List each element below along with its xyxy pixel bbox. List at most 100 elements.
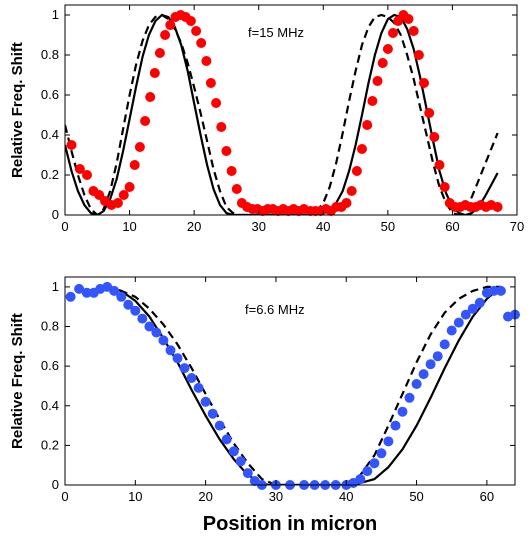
top-panel-data-point [357, 144, 367, 154]
bottom-panel-data-point [165, 345, 176, 356]
bottom-panel-data-point [200, 396, 211, 407]
top-panel-data-point [413, 50, 424, 60]
bottom-panel-data-point [214, 420, 225, 431]
top-panel-data-point [439, 182, 450, 192]
top-panel-xtick-label: 10 [122, 219, 136, 234]
bottom-panel-data-point [453, 317, 464, 328]
top-panel-data-point [226, 166, 237, 176]
top-panel-data-point [145, 92, 156, 102]
bottom-panel-data-point [137, 313, 148, 324]
top-panel-xtick-label: 30 [251, 219, 265, 234]
bottom-panel-data-point [362, 466, 373, 477]
bottom-panel-xtick-label: 0 [61, 489, 68, 504]
bottom-panel-xtick-label: 10 [128, 489, 142, 504]
bottom-panel-data-point [474, 297, 485, 308]
bottom-panel-data-point [460, 309, 471, 320]
top-panel-data-point [74, 164, 85, 174]
bottom-panel-data-point [439, 339, 450, 350]
top-panel-data-point [149, 68, 160, 78]
bottom-panel-marks [65, 281, 520, 490]
top-panel-dashed-curve [65, 13, 499, 215]
top-panel-data-point [201, 56, 212, 66]
top-panel-data-point [403, 14, 414, 24]
top-panel-data-point [231, 184, 242, 194]
bottom-panel-data-point [179, 363, 190, 374]
top-panel-data-point [377, 58, 388, 68]
top-panel-data-point [429, 132, 440, 142]
bottom-panel-data-point [495, 285, 506, 296]
top-panel-data-point [388, 28, 398, 38]
bottom-panel-data-point [355, 474, 366, 485]
bottom-panel-data-point [158, 335, 169, 346]
bottom-panel-xtick-label: 60 [480, 489, 494, 504]
top-panel-data-point [372, 76, 383, 86]
top-panel-data-point [492, 202, 503, 212]
bottom-panel-axes-box [64, 276, 516, 486]
top-panel-data-point [346, 186, 357, 196]
top-panel-xtick-label: 50 [381, 219, 395, 234]
bottom-panel-data-point [193, 382, 204, 393]
top-panel-data-point [408, 26, 419, 36]
bottom-panel-data-point [65, 291, 76, 302]
bottom-panel-data-point [235, 456, 246, 467]
bottom-panel-xtick-label: 30 [269, 489, 283, 504]
bottom-panel-data-point [432, 351, 443, 362]
bottom-panel-data-point [446, 325, 457, 336]
top-panel-data-point [154, 48, 165, 58]
top-panel-data-point [341, 198, 352, 208]
top-panel-data-point [221, 146, 232, 156]
bottom-panel-data-point [221, 434, 232, 445]
bottom-panel-xtick-label: 50 [409, 489, 423, 504]
top-panel-data-point [205, 78, 216, 88]
bottom-panel-data-point [186, 373, 197, 383]
top-panel-data-point [185, 16, 196, 26]
top-panel-data-point [434, 160, 445, 170]
bottom-panel-data-point [418, 369, 429, 380]
top-panel-data-point [351, 166, 362, 176]
bottom-panel-ticks: 0 10 20 30 40 50 60 0 0.2 0.4 0.6 0.8 1 [41, 277, 515, 504]
top-panel-ytick-label: 0 [52, 207, 59, 222]
bottom-panel-ytick-label: 0.8 [41, 319, 59, 334]
top-panel-ytick-label: 1 [52, 7, 59, 22]
top-panel-ytick-label: 0.4 [41, 127, 59, 142]
bottom-panel-data-point [151, 327, 162, 338]
bottom-panel-xtick-label: 40 [339, 489, 353, 504]
top-panel-xtick-label: 20 [187, 219, 201, 234]
bottom-panel-data-point [81, 287, 92, 298]
top-panel-data-point [196, 38, 207, 48]
bottom-panel-data-point [376, 448, 387, 459]
bottom-panel-data-point [369, 458, 380, 469]
bottom-panel-annotation: f=6.6 MHz [245, 302, 305, 317]
bottom-panel-data-point [109, 285, 120, 296]
top-panel-data-point [424, 108, 435, 118]
top-panel-data-point [165, 20, 176, 30]
bottom-panel-ytick-label: 1 [52, 279, 59, 294]
top-panel-data-point [367, 96, 378, 106]
bottom-panel-data-point [390, 420, 401, 431]
top-panel-ytick-label: 0.6 [41, 87, 59, 102]
bottom-panel-data-point [425, 359, 436, 370]
bottom-panel-data-point [144, 321, 155, 332]
bottom-panel-data-point [383, 436, 394, 447]
bottom-panel-xlabel: Position in micron [203, 513, 377, 535]
bottom-panel-ytick-label: 0 [52, 477, 59, 492]
top-panel-data-point [216, 122, 227, 132]
bottom-panel-ytick-label: 0.6 [41, 358, 59, 373]
bottom-panel-data-point [228, 446, 239, 457]
top-panel-xtick-label: 60 [445, 219, 459, 234]
top-panel-data-point [362, 120, 373, 130]
bottom-panel-data-point [488, 285, 499, 296]
top-panel-ytick-label: 0.2 [41, 167, 59, 182]
bottom-panel-data-point [74, 283, 85, 294]
top-panel-data-point [191, 26, 202, 36]
bottom-panel-xtick-label: 20 [198, 489, 212, 504]
bottom-panel-ytick-label: 0.2 [41, 437, 59, 452]
top-panel-data-point [118, 190, 129, 200]
bottom-panel-ylabel: Relative Freq. Shift [9, 313, 26, 449]
top-panel-xtick-label: 0 [61, 219, 68, 234]
top-panel-solid-curve [65, 13, 499, 215]
top-panel-data-point [124, 182, 135, 192]
bottom-panel-data-point [467, 303, 478, 314]
bottom-panel: 0 10 20 30 40 50 60 0 0.2 0.4 0.6 0.8 1 f=6.6 MHz Re… [9, 276, 520, 535]
top-panel-xtick-label: 70 [510, 219, 524, 234]
